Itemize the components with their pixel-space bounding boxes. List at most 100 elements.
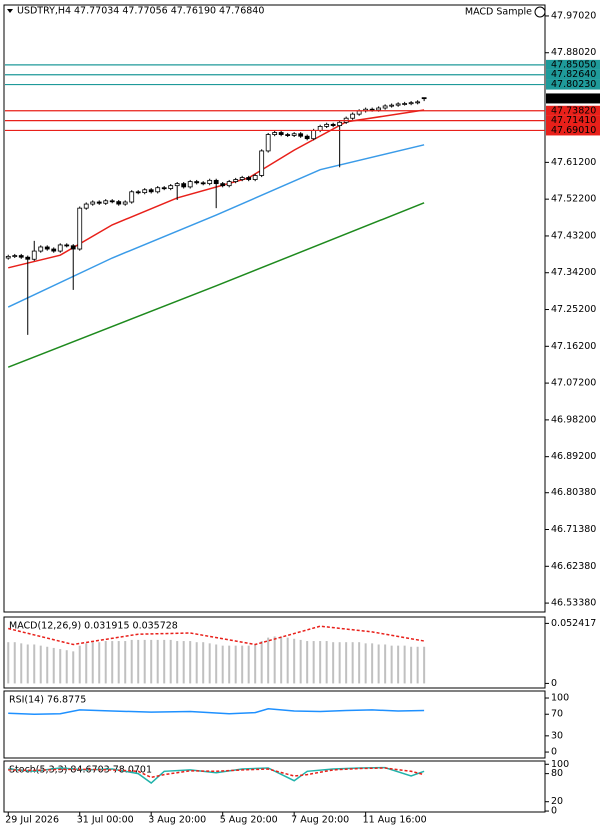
candle-body	[51, 248, 57, 252]
candle-body	[148, 189, 154, 193]
price-level-label: 47.82640	[551, 69, 596, 80]
macd-bar	[273, 636, 276, 684]
last-price-label: 47.76840	[551, 93, 596, 104]
x-tick-label: 31 Jul 00:00	[77, 815, 134, 826]
candle-body	[135, 191, 141, 194]
candle-body	[395, 103, 401, 106]
macd-bar	[410, 646, 413, 684]
candle-body	[187, 181, 193, 188]
candle-body	[285, 134, 291, 136]
macd-signal	[8, 625, 425, 646]
macd-bar	[202, 642, 205, 684]
macd-bar	[169, 639, 172, 684]
macd-bar	[215, 644, 218, 684]
macd-bar	[403, 645, 406, 684]
y-tick-label: 47.16200	[551, 341, 596, 352]
y-tick-label: 46.71380	[551, 524, 596, 535]
macd-bar	[390, 645, 393, 684]
macd-bar	[254, 644, 257, 684]
candle-body	[233, 179, 239, 182]
candle-body	[376, 107, 382, 111]
macd-bar	[221, 645, 224, 684]
macd-bar	[312, 641, 315, 684]
macd-bar	[416, 646, 419, 684]
price-level-label: 47.73820	[551, 105, 596, 116]
macd-bar	[91, 642, 94, 684]
candle-body	[226, 181, 232, 187]
candle-body	[259, 150, 265, 176]
indicator-line	[8, 767, 425, 779]
y-tick-label: 30	[551, 730, 563, 741]
candle-body	[246, 177, 252, 180]
y-tick-label: 0	[551, 678, 557, 689]
candle-body	[161, 187, 167, 190]
candle-body	[408, 102, 414, 105]
candle-body	[44, 246, 50, 250]
y-tick-label: 100	[551, 759, 569, 770]
candle-body	[272, 132, 278, 135]
candle-body	[64, 244, 70, 247]
macd-bar	[358, 642, 361, 684]
y-tick-label: 80	[551, 768, 563, 779]
y-tick-label: 0.052417	[551, 618, 596, 629]
macd-bar	[124, 641, 127, 684]
candle-body	[18, 255, 24, 258]
symbol-title: USDTRY,H4	[17, 6, 71, 17]
macd-bar	[234, 645, 237, 684]
macd-bar	[26, 644, 29, 684]
candle-body	[77, 207, 83, 250]
y-tick-label: 47.07200	[551, 378, 596, 389]
macd-bar	[228, 645, 231, 684]
price-level-tag	[546, 105, 600, 116]
candle-body	[389, 104, 395, 107]
y-tick-label: 70	[551, 709, 563, 720]
x-tick-label: 5 Aug 20:00	[220, 815, 278, 826]
y-tick-label: 47.61200	[551, 157, 596, 168]
candle-body	[122, 201, 128, 205]
price-level-label: 47.71410	[551, 115, 596, 126]
candle-body	[12, 255, 18, 257]
candle-body	[213, 179, 219, 185]
price-level-tag	[546, 59, 600, 70]
macd-bar	[286, 637, 289, 684]
y-tick-label: 47.43200	[551, 230, 596, 241]
macd-bar	[117, 641, 120, 684]
candle-body	[337, 121, 343, 126]
macd-bar	[176, 641, 179, 684]
macd-bar	[280, 636, 283, 684]
macd-bar	[325, 641, 328, 684]
panel-frame	[3, 4, 546, 613]
candle-body	[220, 183, 226, 187]
candle-body	[57, 244, 63, 252]
macd-bar	[7, 642, 10, 684]
candle-body	[278, 132, 284, 135]
price-level-label: 47.69010	[551, 125, 596, 136]
y-tick-label: 47.97020	[551, 10, 596, 21]
y-tick-label: 0	[551, 806, 557, 817]
candle-body	[350, 113, 356, 119]
candle-body	[382, 105, 388, 109]
candle-body	[129, 191, 135, 203]
candle-body	[252, 175, 258, 180]
expert-icon[interactable]	[534, 6, 546, 18]
y-tick-label: 46.98200	[551, 414, 596, 425]
macd-bar	[78, 645, 81, 684]
macd-bar	[364, 643, 367, 684]
macd-bar	[59, 649, 62, 684]
price-level-label: 47.85050	[551, 59, 596, 70]
price-level-tag	[546, 69, 600, 80]
macd-bar	[241, 645, 244, 684]
macd-bar	[150, 639, 153, 684]
macd-bar	[306, 641, 309, 684]
macd-bar	[46, 646, 49, 684]
macd-bar	[247, 645, 250, 684]
menu-arrow[interactable]	[7, 9, 13, 13]
macd-bar	[72, 651, 75, 684]
y-tick-label: 47.52200	[551, 194, 596, 205]
candle-body	[5, 255, 11, 259]
candle-body	[116, 201, 122, 205]
macd-bar	[98, 642, 101, 684]
macd-bar	[345, 642, 348, 684]
macd-bar	[52, 647, 55, 684]
indicator-title: MACD(12,26,9) 0.031915 0.035728	[9, 621, 178, 632]
